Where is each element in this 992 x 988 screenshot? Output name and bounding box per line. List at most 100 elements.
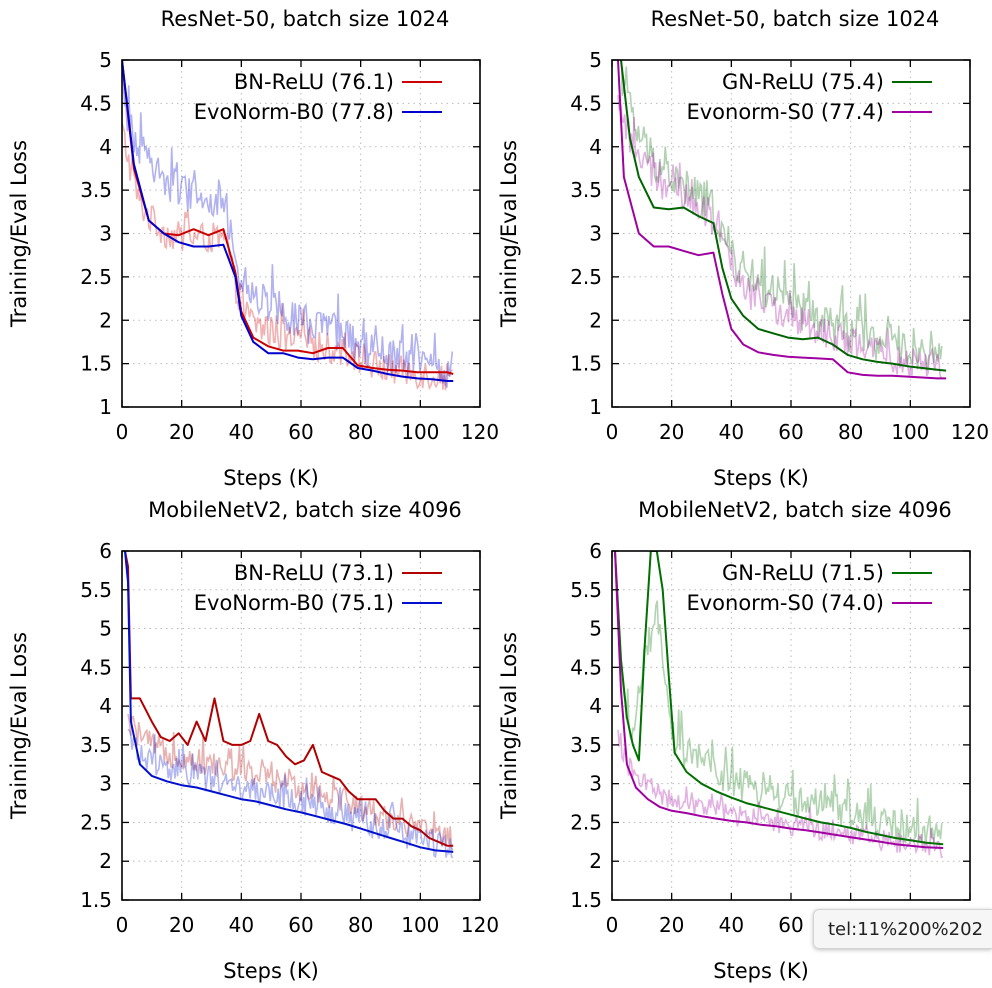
series-2-eval-curve <box>122 60 454 382</box>
y-tick-label: 4 <box>99 694 112 718</box>
x-tick-label: 40 <box>719 420 744 444</box>
chart-title: MobileNetV2, batch size 4096 <box>638 498 952 522</box>
chart-panel-4: 0204060801001201.522.533.544.555.56Mobil… <box>497 498 989 983</box>
x-tick-label: 40 <box>229 420 254 444</box>
y-tick-label: 3.5 <box>570 733 602 757</box>
y-tick-label: 5.5 <box>80 578 112 602</box>
x-axis-label: Steps (K) <box>713 959 809 983</box>
x-tick-label: 60 <box>288 420 313 444</box>
x-tick-label: 20 <box>169 420 194 444</box>
y-tick-label: 3 <box>99 772 112 796</box>
series-2-training-curve <box>127 728 454 859</box>
y-tick-label: 1 <box>99 395 112 419</box>
series-1-training-curve <box>122 122 453 391</box>
x-axis-label: Steps (K) <box>223 466 319 490</box>
x-tick-label: 60 <box>288 913 313 937</box>
x-tick-label: 100 <box>401 913 439 937</box>
y-tick-label: 5.5 <box>570 578 602 602</box>
link-tooltip[interactable]: tel:11%200%202 <box>813 909 992 949</box>
y-tick-label: 5 <box>589 617 602 641</box>
y-tick-label: 6 <box>99 539 112 563</box>
series-1-training-curve <box>127 713 454 851</box>
series-1-training-curve <box>620 60 943 371</box>
x-axis-label: Steps (K) <box>223 959 319 983</box>
y-tick-label: 5 <box>589 48 602 72</box>
x-tick-label: 100 <box>401 420 439 444</box>
y-tick-label: 1.5 <box>570 352 602 376</box>
y-tick-label: 2 <box>589 849 602 873</box>
x-tick-label: 0 <box>116 913 129 937</box>
series-2-eval-curve <box>614 551 944 849</box>
y-tick-label: 5 <box>99 617 112 641</box>
x-tick-label: 80 <box>348 913 373 937</box>
series-2-training-curve <box>122 63 454 388</box>
y-tick-label: 4.5 <box>570 91 602 115</box>
plot-area <box>124 551 454 859</box>
y-tick-label: 4 <box>589 135 602 159</box>
y-tick-label: 3.5 <box>570 178 602 202</box>
y-tick-label: 1.5 <box>570 888 602 912</box>
x-tick-label: 100 <box>891 420 929 444</box>
y-tick-label: 4.5 <box>80 91 112 115</box>
plot-area <box>122 60 454 391</box>
y-tick-label: 1 <box>589 395 602 419</box>
y-tick-label: 4 <box>99 135 112 159</box>
chart-title: ResNet-50, batch size 1024 <box>651 7 940 31</box>
legend-label: BN-ReLU (73.1) <box>234 561 394 585</box>
chart-title: MobileNetV2, batch size 4096 <box>148 498 462 522</box>
x-tick-label: 60 <box>778 913 803 937</box>
series-2-eval-curve <box>124 551 454 853</box>
y-tick-label: 3 <box>589 222 602 246</box>
chart-panel-3: 0 20 40 60 80 100 120 1.5 2 2.5 3 3.5 4 4.5 5 5.5 6 Mobil… <box>7 498 499 983</box>
series-2-eval-curve <box>617 60 947 380</box>
plot-area <box>617 60 947 380</box>
y-tick-label: 2 <box>99 308 112 332</box>
series-1-eval-curve <box>620 60 947 372</box>
y-axis-label: Training/Eval Loss <box>497 632 521 820</box>
legend-label: Evonorm-S0 (74.0) <box>686 591 884 615</box>
x-tick-label: 40 <box>719 913 744 937</box>
legend-label: Evonorm-S0 (77.4) <box>686 100 884 124</box>
chart-title: ResNet-50, batch size 1024 <box>161 7 450 31</box>
y-axis-label: Training/Eval Loss <box>7 632 31 820</box>
plot-area <box>614 551 944 859</box>
y-tick-label: 2.5 <box>80 265 112 289</box>
x-tick-label: 0 <box>606 913 619 937</box>
legend-label: GN-ReLU (71.5) <box>722 561 884 585</box>
x-tick-label: 60 <box>778 420 803 444</box>
y-tick-label: 2 <box>589 308 602 332</box>
y-tick-label: 2.5 <box>570 265 602 289</box>
legend-label: BN-ReLU (76.1) <box>234 70 394 94</box>
y-tick-label: 3.5 <box>80 178 112 202</box>
x-tick-label: 0 <box>606 420 619 444</box>
series-1-eval-curve <box>614 551 944 846</box>
chart-panel-1: 0 20 40 60 80 100 120 1 1.5 2 2.5 3 3.5 4 4.5 5 ResNet-5… <box>7 7 499 490</box>
y-tick-label: 5 <box>99 48 112 72</box>
x-axis-label: Steps (K) <box>713 466 809 490</box>
y-tick-label: 6 <box>589 539 602 563</box>
y-tick-label: 4.5 <box>570 655 602 679</box>
series-1-eval-curve <box>124 551 454 847</box>
y-tick-label: 2 <box>99 849 112 873</box>
y-axis-label: Training/Eval Loss <box>7 140 31 328</box>
series-2-training-curve <box>617 95 944 380</box>
y-tick-label: 1.5 <box>80 888 112 912</box>
x-tick-label: 20 <box>659 420 684 444</box>
legend-label: GN-ReLU (75.4) <box>722 70 884 94</box>
y-tick-label: 4 <box>589 694 602 718</box>
x-tick-label: 40 <box>229 913 254 937</box>
x-tick-label: 80 <box>838 420 863 444</box>
y-tick-label: 3.5 <box>80 733 112 757</box>
x-tick-label: 20 <box>169 913 194 937</box>
x-tick-label: 120 <box>461 420 499 444</box>
x-tick-label: 80 <box>348 420 373 444</box>
y-tick-label: 3 <box>99 222 112 246</box>
legend-label: EvoNorm-B0 (75.1) <box>194 591 394 615</box>
x-tick-label: 20 <box>659 913 684 937</box>
series-1-training-curve <box>620 600 943 846</box>
legend-label: EvoNorm-B0 (77.8) <box>194 100 394 124</box>
series-1-eval-curve <box>122 60 454 375</box>
chart-panel-2: 0 20 40 60 80 100 120 1 1.5 2 2.5 3 3.5 4 4.5 5 ResNet-5… <box>497 7 989 490</box>
x-tick-label: 120 <box>461 913 499 937</box>
